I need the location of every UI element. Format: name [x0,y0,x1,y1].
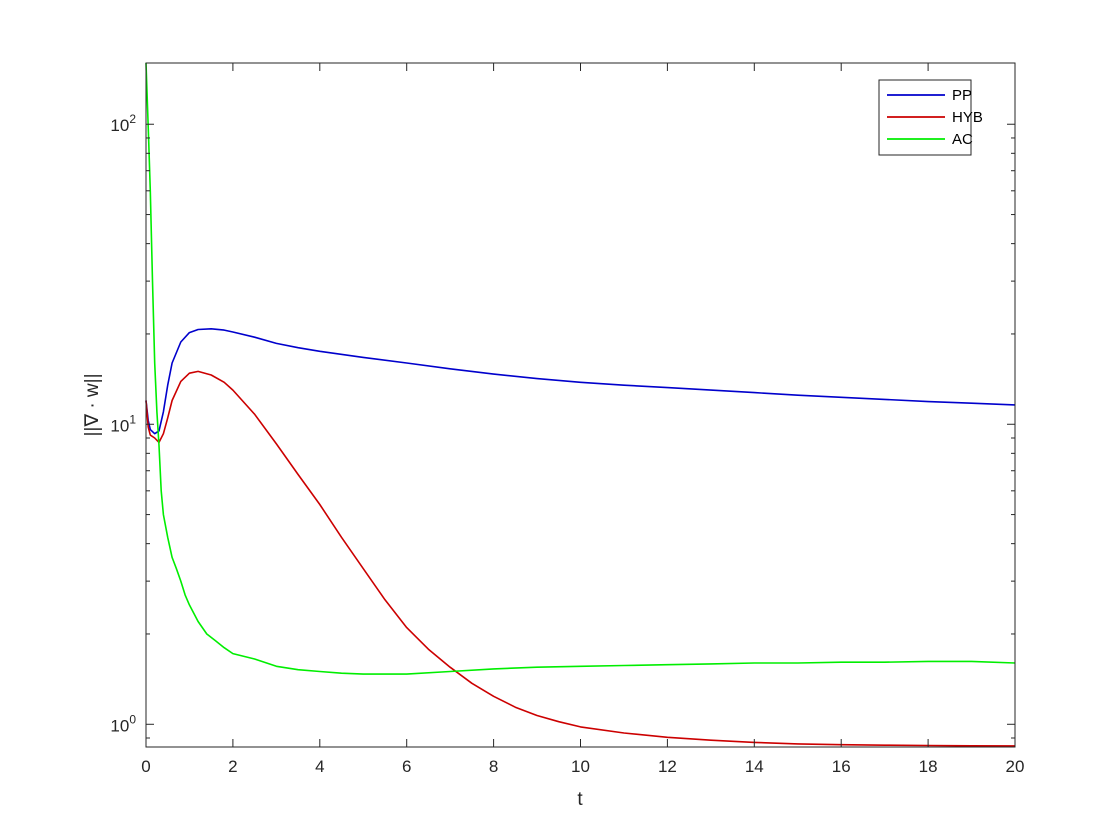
legend: PP HYB AC [878,79,983,156]
plot-frame [145,62,1016,748]
x-tick-label: 12 [658,757,677,776]
legend-label-ac: AC [952,131,973,148]
plot-area [146,63,1015,747]
series-line-pp [145,327,1016,435]
x-tick-label: 2 [228,757,237,776]
y-tick-label: 102 [110,112,136,135]
x-tick-label: 20 [1006,757,1025,776]
y-axis-label: ||∇ · w|| [82,373,103,436]
y-tick-label: 101 [110,412,136,435]
x-tick-label: 14 [745,757,764,776]
x-tick-label: 0 [141,757,150,776]
y-tick-label: 100 [110,712,136,735]
x-tick-label: 10 [571,757,590,776]
legend-label-hyb: HYB [952,109,983,126]
x-tick-label: 4 [315,757,324,776]
x-tick-label: 18 [919,757,938,776]
series-line-hyb [145,370,1016,747]
legend-label-pp: PP [952,87,972,104]
x-axis-label: t [577,789,583,810]
x-tick-label: 6 [402,757,411,776]
ticks-layer: 0 2 4 6 8 10 12 14 16 18 20 100 101 102 [110,63,1024,776]
series-layer [145,62,1016,747]
x-tick-label: 8 [489,757,498,776]
x-tick-label: 16 [832,757,851,776]
series-line-ac [145,62,1016,675]
